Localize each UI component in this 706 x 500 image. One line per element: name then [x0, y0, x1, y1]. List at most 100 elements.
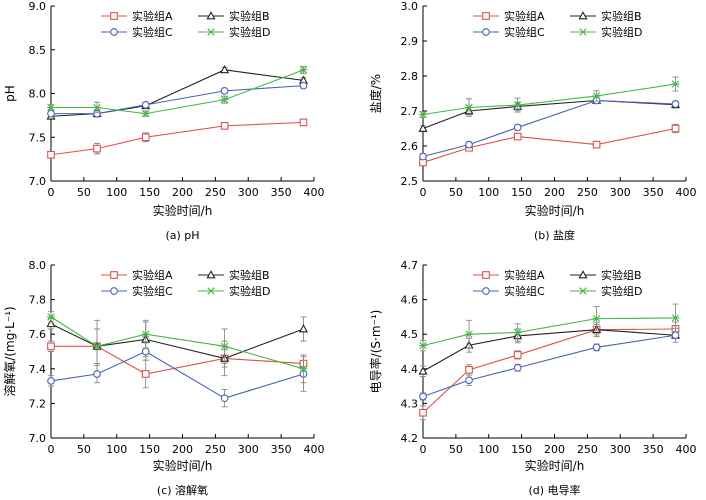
marker-cross: [207, 28, 215, 36]
x-tick-label: 350: [643, 186, 664, 199]
x-axis-title: 实验时间/h: [525, 458, 585, 473]
marker-cross: [47, 313, 55, 321]
series-line: [50, 121, 304, 156]
x-axis-title: 实验时间/h: [525, 203, 585, 218]
marker-square: [592, 140, 601, 149]
marker-circle: [47, 109, 55, 118]
x-tick-label: 350: [643, 443, 664, 456]
y-tick-label: 2.7: [401, 105, 419, 118]
series-A: [47, 118, 308, 159]
marker-square: [141, 370, 150, 378]
marker-cross: [419, 341, 427, 350]
series-line: [50, 69, 304, 117]
series-D: [419, 76, 680, 119]
series-D: [47, 65, 308, 118]
marker-square: [93, 144, 101, 153]
x-tick-label: 200: [544, 443, 565, 456]
marker-square: [513, 351, 522, 359]
marker-triangle: [418, 123, 428, 132]
y-axis-title: 溶解氧/(mg·L⁻¹): [2, 306, 17, 396]
y-tick-label: 7.6: [29, 328, 47, 341]
chart-panel-do: 0 50 100 150 200 250 300 350 400 7.0 7.2 7.4 7.6 7.8 8…: [2, 259, 325, 497]
legend: 实验组A 实验组B 实验组C 实验组D: [101, 268, 270, 298]
marker-cross: [299, 66, 308, 74]
x-tick-label: 400: [304, 443, 325, 456]
legend-label: 实验组D: [601, 284, 642, 298]
y-tick-label: 8.0: [29, 88, 47, 101]
marker-cross: [579, 287, 587, 295]
marker-cross: [592, 314, 601, 323]
marker-circle: [482, 287, 490, 295]
x-tick-label: 50: [449, 186, 463, 199]
marker-cross: [419, 110, 427, 119]
legend-item-D: 实验组D: [570, 25, 642, 39]
legend-item-D: 实验组D: [198, 284, 270, 298]
legend-item-A: 实验组A: [101, 268, 173, 282]
legend: 实验组A 实验组B 实验组C 实验组D: [473, 9, 642, 39]
chart-caption: (b) 盐度: [534, 228, 575, 242]
legend-label: 实验组C: [132, 284, 173, 298]
series-A: [419, 123, 680, 167]
legend-item-B: 实验组B: [570, 9, 642, 23]
legend-item-B: 实验组B: [198, 268, 270, 282]
marker-square: [671, 124, 680, 133]
legend-label: 实验组B: [601, 9, 642, 23]
marker-cross: [513, 101, 522, 109]
legend-label: 实验组A: [504, 9, 545, 23]
x-tick-label: 200: [172, 186, 193, 199]
x-tick-label: 100: [106, 443, 127, 456]
chart-panel-salinity: 0 50 100 150 200 250 300 350 400 2.5 2.6 2.7 2.8 2.9 3…: [368, 0, 697, 242]
marker-square: [513, 132, 522, 141]
legend-label: 实验组B: [601, 268, 642, 282]
x-tick-label: 150: [139, 186, 160, 199]
legend-label: 实验组D: [229, 284, 270, 298]
marker-circle: [419, 392, 427, 401]
x-tick-label: 300: [610, 186, 631, 199]
marker-triangle: [206, 270, 216, 279]
series-C: [47, 81, 308, 118]
legend: 实验组A 实验组B 实验组C 实验组D: [473, 268, 642, 298]
y-tick-label: 4.6: [401, 294, 419, 307]
y-tick-label: 4.3: [401, 397, 419, 410]
y-tick-label: 4.7: [401, 259, 419, 272]
y-axis-title: pH: [3, 85, 17, 102]
x-tick-label: 0: [420, 443, 427, 456]
y-tick-label: 4.2: [401, 432, 419, 445]
marker-circle: [141, 347, 150, 356]
marker-cross: [299, 365, 308, 373]
x-tick-label: 100: [478, 443, 499, 456]
legend-label: 实验组D: [229, 25, 270, 39]
y-axis-title: 电导率/(S·m⁻¹): [368, 310, 383, 394]
series-line: [422, 83, 676, 116]
marker-square: [110, 271, 118, 279]
marker-triangle: [206, 11, 216, 20]
marker-circle: [465, 376, 473, 385]
legend: 实验组A 实验组B 实验组C 实验组D: [101, 9, 270, 39]
series-line: [51, 85, 304, 115]
marker-square: [141, 133, 150, 142]
x-tick-label: 250: [577, 186, 598, 199]
x-tick-label: 100: [106, 186, 127, 199]
x-tick-label: 150: [511, 186, 532, 199]
marker-circle: [671, 331, 680, 340]
x-tick-label: 50: [449, 443, 463, 456]
legend-item-B: 实验组B: [570, 268, 642, 282]
y-tick-label: 2.5: [401, 175, 419, 188]
marker-cross: [207, 287, 215, 295]
x-tick-label: 300: [610, 443, 631, 456]
marker-circle: [220, 87, 229, 95]
y-tick-label: 4.4: [401, 363, 419, 376]
marker-circle: [110, 28, 118, 36]
marker-square: [47, 342, 55, 351]
y-axis-title: 盐度/%: [368, 74, 383, 113]
chart-caption: (a) pH: [165, 229, 199, 242]
marker-triangle: [46, 318, 56, 328]
marker-circle: [482, 28, 490, 36]
legend-label: 实验组A: [132, 9, 173, 23]
series-B: [46, 64, 309, 120]
marker-cross: [93, 342, 101, 350]
x-tick-label: 0: [48, 186, 55, 199]
legend-item-C: 实验组C: [473, 284, 545, 298]
marker-square: [465, 365, 473, 374]
marker-circle: [110, 287, 118, 295]
